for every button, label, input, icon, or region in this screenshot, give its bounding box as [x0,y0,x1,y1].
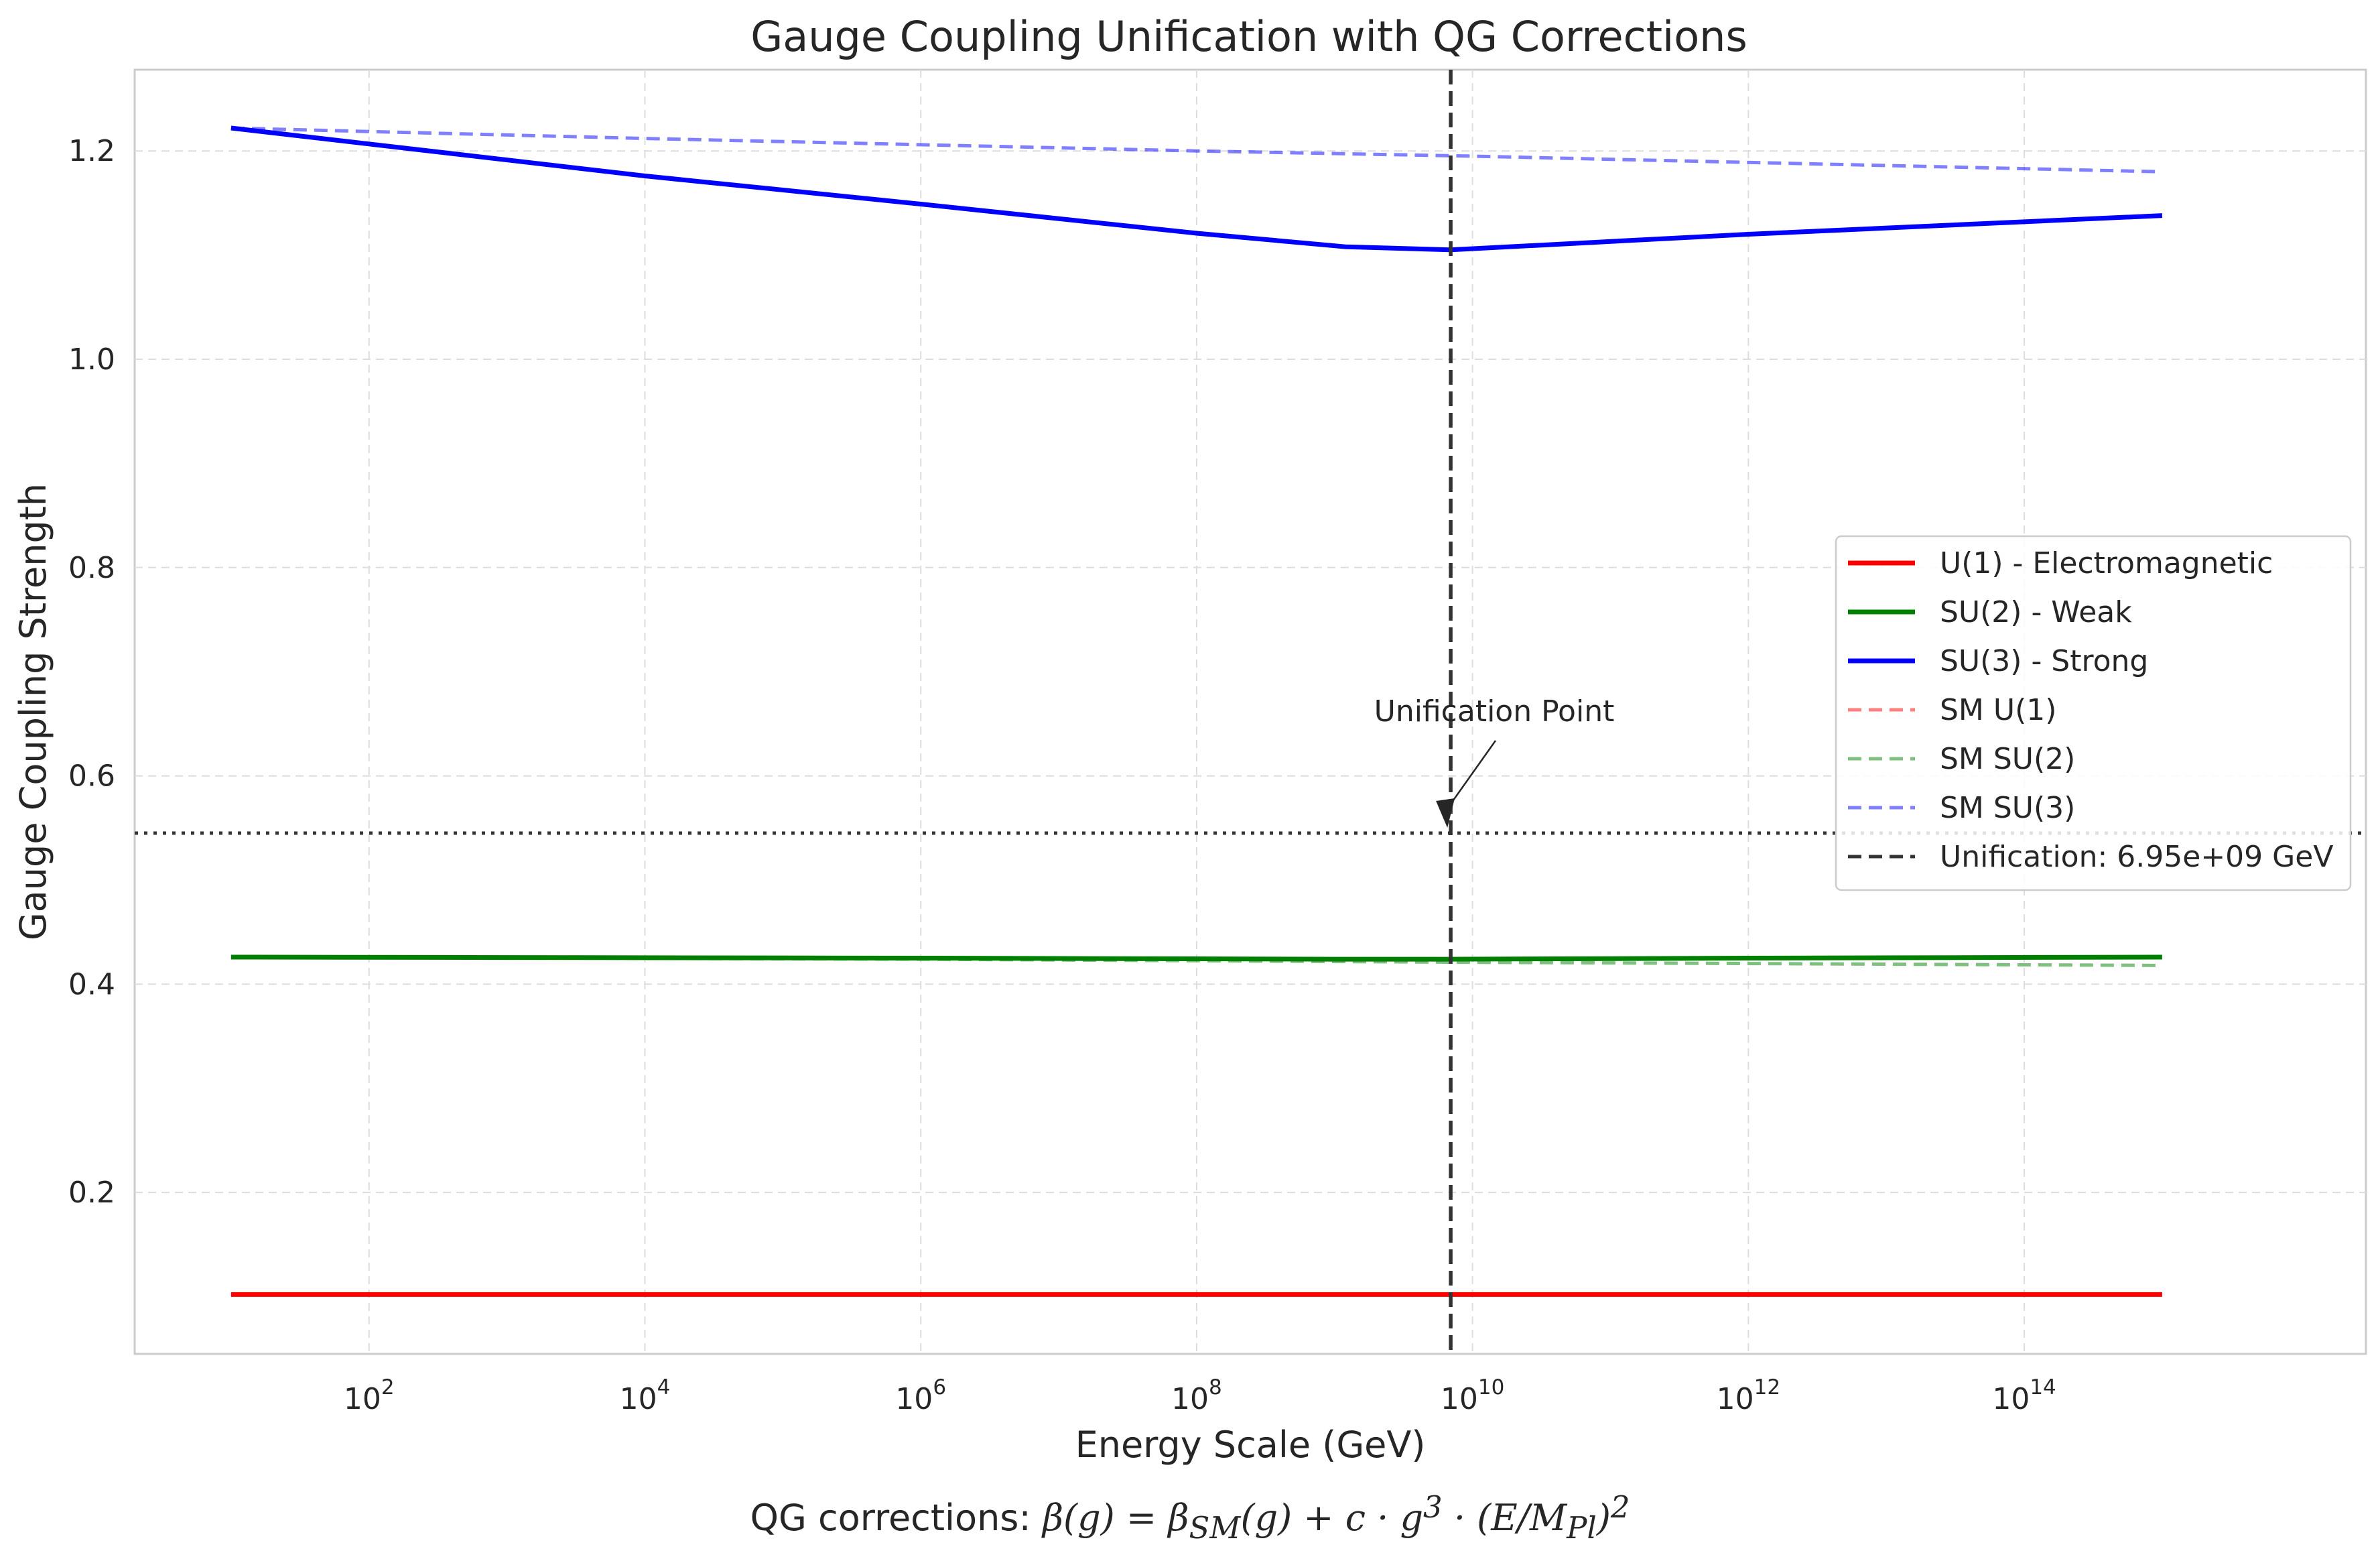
y-tick-label: 0.4 [68,967,115,1001]
formula-sub-sm: SM [1189,1509,1241,1546]
legend-box [1835,535,2352,891]
x-tick-labels: 102 104 106 108 1010 1012 1014 [344,1375,2056,1416]
formula-sup-3: 3 [1423,1489,1443,1525]
y-tick-labels: 0.2 0.4 0.6 0.8 1.0 1.2 [68,134,115,1210]
legend-label: SU(2) - Weak [1940,595,2132,629]
legend-label: SM SU(2) [1940,742,2075,776]
legend: U(1) - Electromagnetic SU(2) - Weak SU(3) … [1835,535,2352,891]
formula-part: β(g) = β [1042,1497,1189,1539]
annotation-arrowhead [1436,798,1455,828]
x-tick-label: 1010 [1441,1375,1504,1416]
y-tick-label: 0.6 [68,759,115,794]
unification-annotation: Unification Point [1374,694,1615,828]
legend-label: SU(3) - Strong [1940,644,2148,678]
chart-title: Gauge Coupling Unification with QG Corre… [750,12,1747,61]
x-tick-label: 106 [895,1375,946,1416]
annotation-arrow-shaft [1447,740,1497,808]
legend-label: U(1) - Electromagnetic [1940,546,2273,580]
x-tick-label: 108 [1171,1375,1222,1416]
x-axis-label: Energy Scale (GeV) [1075,1424,1426,1466]
series-lines [230,70,2163,1354]
x-tick-label: 1014 [1992,1375,2056,1416]
series-line-1 [230,954,2162,962]
x-tick-label: 102 [344,1375,395,1416]
y-tick-label: 1.0 [68,342,115,377]
legend-label: SM SU(3) [1940,791,2075,825]
legend-label: SM U(1) [1940,693,2056,727]
formula-part: (g) + c · g [1240,1497,1424,1539]
y-tick-label: 1.2 [68,134,115,168]
series-line-4 [230,955,2162,967]
formula-part: ) [1596,1497,1611,1539]
formula-part: · (E/M [1442,1497,1567,1539]
footer-formula: QG corrections: β(g) = βSM(g) + c · g3 ·… [0,1489,2380,1546]
y-axis-label: Gauge Coupling Strength [12,483,54,940]
y-tick-label: 0.8 [68,551,115,585]
formula-sup-2: 2 [1610,1489,1630,1525]
annotation-text: Unification Point [1374,694,1615,729]
series-line-2 [230,125,2163,253]
y-tick-label: 0.2 [68,1176,115,1210]
series-line-5 [230,126,2162,174]
x-tick-label: 1012 [1717,1375,1780,1416]
formula-sub-pl: Pl [1567,1509,1597,1546]
legend-label: Unification: 6.95e+09 GeV [1940,840,2333,874]
footer-prefix: QG corrections: [750,1497,1043,1539]
x-tick-label: 104 [620,1375,671,1416]
